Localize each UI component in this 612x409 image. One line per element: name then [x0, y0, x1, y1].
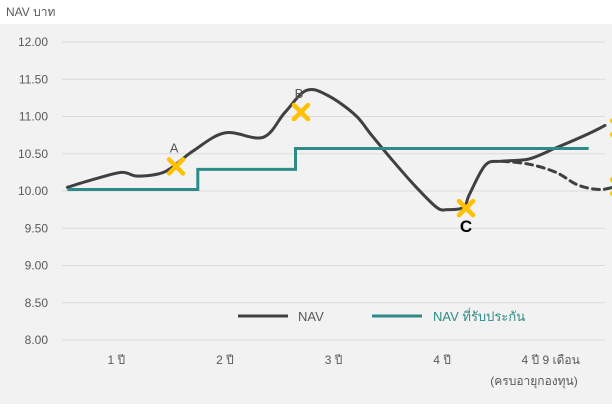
x-tick-label: 3 ปี	[325, 353, 343, 367]
y-tick-label: 9.50	[25, 221, 49, 235]
point-label-a: A	[170, 140, 179, 155]
y-tick-label: 9.00	[25, 259, 49, 273]
unit-label: NAV บาท	[6, 5, 55, 19]
y-tick-label: 8.00	[25, 333, 49, 347]
y-tick-label: 8.50	[25, 296, 49, 310]
legend-label-nav-guaranteed: NAV ที่รับประกัน	[433, 308, 525, 324]
plot-background	[0, 24, 612, 404]
y-tick-label: 11.50	[19, 72, 48, 86]
x-tick-label: 2 ปี	[216, 353, 234, 367]
legend-label-nav: NAV	[298, 309, 324, 324]
y-tick-label: 10.00	[18, 184, 48, 198]
y-tick-labels: 12.00 11.50 11.00 10.50 10.00 9.50 9.00 8.50 8.0…	[18, 35, 48, 347]
point-marker-c-icon	[456, 198, 476, 218]
y-tick-label: 10.50	[18, 147, 48, 161]
legend: NAV NAV ที่รับประกัน	[238, 308, 525, 324]
x-tick-label: 4 ปี	[433, 353, 451, 367]
point-label-c: C	[460, 217, 472, 236]
series-line-nav-guaranteed	[67, 147, 589, 191]
point-marker-b-icon	[291, 102, 311, 122]
x-tick-label: 1 ปี	[107, 353, 125, 367]
point-marker-a-icon	[166, 157, 186, 176]
series-lines	[65, 87, 612, 212]
y-tick-label: 11.00	[19, 110, 48, 124]
point-markers: ABCEF	[166, 86, 612, 236]
x-tick-label: 4 ปี 9 เดือน	[522, 353, 580, 367]
point-label-b: B	[295, 86, 304, 101]
series-line-nav-alternative	[500, 159, 612, 192]
x-axis-note: (ครบอายุกองทุน)	[490, 374, 578, 389]
x-tick-labels: 1 ปี 2 ปี 3 ปี 4 ปี 4 ปี 9 เดือน	[107, 353, 579, 367]
y-tick-label: 12.00	[18, 35, 48, 49]
